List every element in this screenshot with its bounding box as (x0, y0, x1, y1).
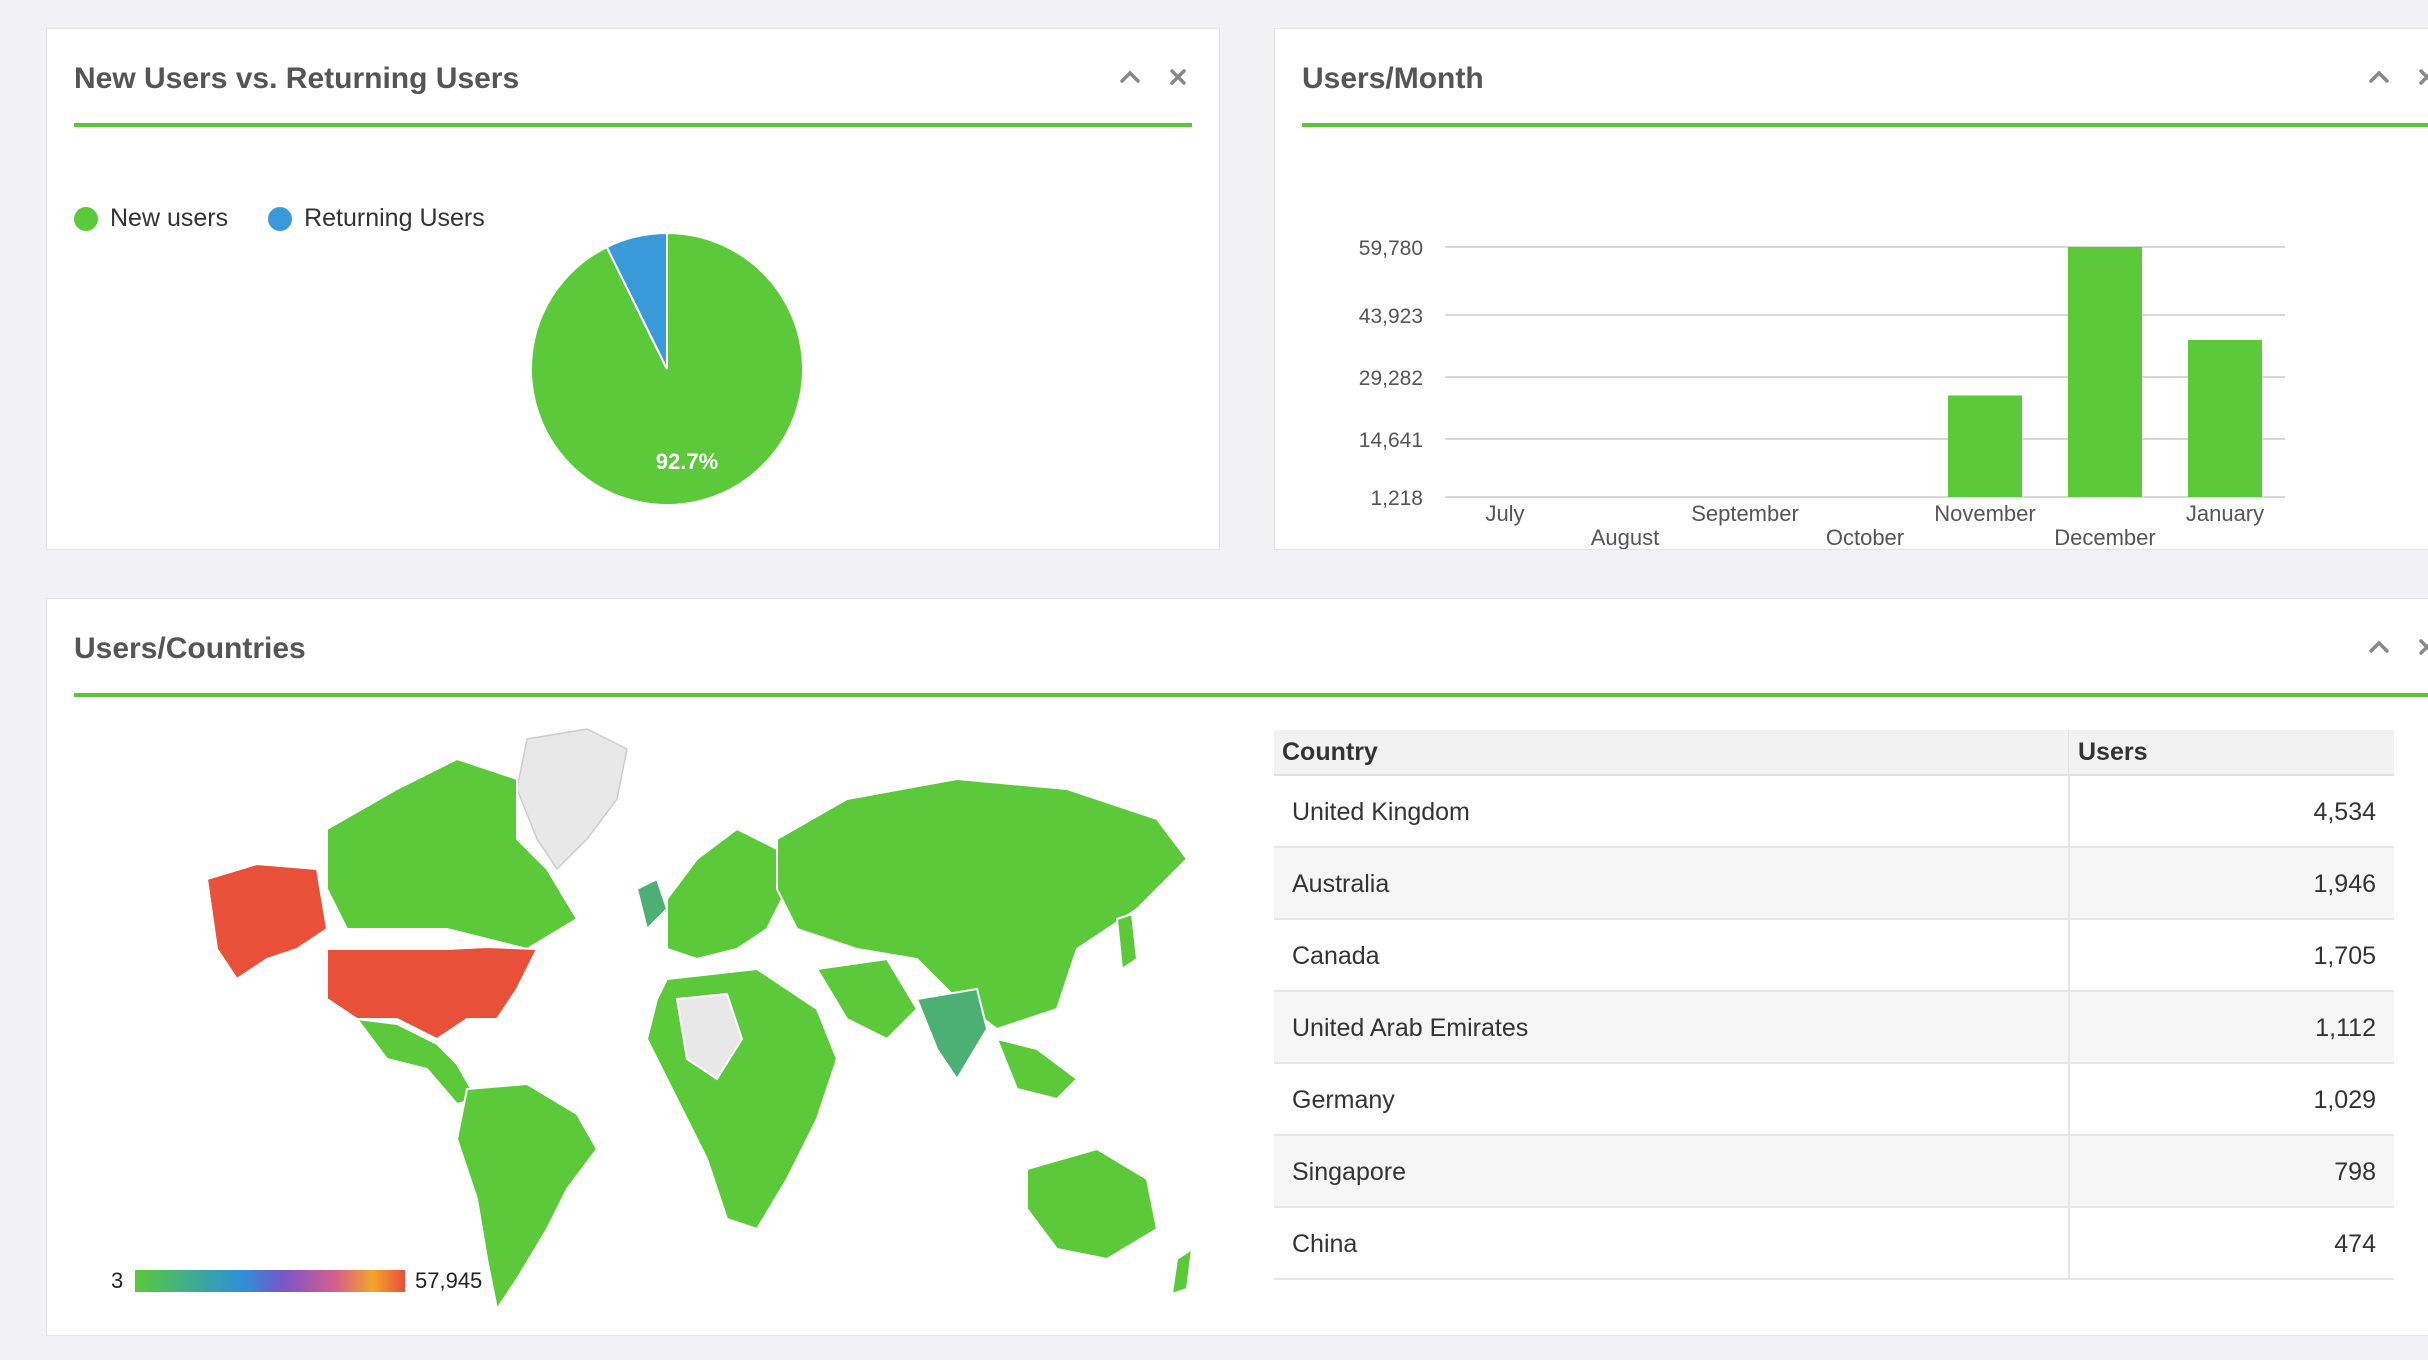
close-icon[interactable] (2413, 63, 2428, 91)
cell-country: Singapore (1292, 1158, 1406, 1186)
legend-label: Returning Users (304, 204, 485, 232)
cell-users: 1,112 (2315, 1014, 2376, 1042)
scale-min-label: 3 (111, 1268, 124, 1293)
y-tick-label: 1,218 (1370, 487, 1423, 510)
y-tick-label: 14,641 (1359, 429, 1423, 452)
pie-legend: New users Returning Users (74, 204, 485, 233)
map-region-usa (326, 945, 539, 1041)
cell-country: Canada (1292, 942, 1380, 970)
panel-title: New Users vs. Returning Users (74, 62, 520, 95)
map-region-africa (645, 967, 839, 1231)
map-color-scale: 3 57,945 (111, 1264, 511, 1304)
table-row[interactable]: Singapore 798 (1274, 1136, 2394, 1208)
cell-users: 4,534 (2313, 798, 2376, 826)
bar-chart: 1,218 14,641 29,282 43,923 59,780 July August S… (1359, 237, 2285, 549)
countries-table: Country Users United Kingdom 4,534 Austral… (1274, 730, 2394, 1310)
cell-users: 474 (2334, 1230, 2376, 1258)
users-month-panel: Users/Month 1,218 14,641 29,282 43,923 59,78… (1274, 28, 2428, 550)
close-icon[interactable] (2413, 633, 2428, 661)
legend-item-new-users[interactable]: New users (74, 204, 228, 233)
x-tick-label: September (1691, 501, 1799, 526)
map-region-africa-nodata (675, 992, 744, 1081)
table-row[interactable]: Canada 1,705 (1274, 920, 2394, 992)
table-row[interactable]: United Kingdom 4,534 (1274, 776, 2394, 848)
map-region-india (915, 987, 989, 1081)
cell-country: Germany (1292, 1086, 1395, 1114)
map-region-alaska (205, 862, 329, 981)
collapse-icon[interactable] (2365, 633, 2393, 661)
panel-header: Users/Month (1302, 29, 2428, 127)
panel-title: Users/Month (1302, 62, 1484, 95)
column-divider (2068, 920, 2070, 990)
y-tick-label: 59,780 (1359, 237, 1423, 260)
column-divider (2068, 848, 2070, 918)
x-tick-label: December (2054, 525, 2155, 549)
map-region-south-america (455, 1082, 599, 1312)
cell-users: 1,029 (2313, 1086, 2376, 1114)
pie-slice-returning-users[interactable] (605, 231, 668, 370)
table-row[interactable]: United Arab Emirates 1,112 (1274, 992, 2394, 1064)
collapse-icon[interactable] (1116, 63, 1144, 91)
header-users[interactable]: Users (2078, 738, 2148, 766)
map-region-uk (635, 877, 669, 931)
legend-dot (74, 206, 98, 231)
column-divider (2068, 992, 2070, 1062)
map-region-australia (1026, 1147, 1159, 1261)
collapse-icon[interactable] (2365, 63, 2393, 91)
bar-january[interactable] (2188, 339, 2262, 497)
cell-users: 1,946 (2313, 870, 2376, 898)
scale-gradient (135, 1270, 405, 1292)
map-region-japan (1115, 912, 1139, 971)
cell-users: 1,705 (2313, 942, 2376, 970)
column-divider (2068, 776, 2070, 846)
cell-country: Australia (1292, 870, 1390, 898)
x-tick-label: October (1826, 525, 1904, 549)
table-row[interactable]: China 474 (1274, 1208, 2394, 1280)
header-country[interactable]: Country (1282, 738, 1378, 766)
world-map[interactable] (197, 719, 1197, 1319)
x-tick-label: July (1485, 501, 1524, 526)
new-vs-returning-panel: New Users vs. Returning Users New users … (46, 28, 1220, 550)
y-tick-label: 29,282 (1359, 367, 1423, 390)
pie-slice-label: 92.7% (656, 449, 718, 474)
map-region-central-america (354, 1017, 479, 1106)
bar-december[interactable] (2068, 247, 2142, 497)
cell-country: United Kingdom (1292, 798, 1470, 826)
cell-country: China (1292, 1230, 1358, 1258)
x-tick-label: January (2186, 501, 2264, 526)
map-region-se-asia (995, 1037, 1079, 1101)
legend-dot (268, 206, 293, 231)
table-row[interactable]: Germany 1,029 (1274, 1064, 2394, 1136)
map-region-europe (666, 827, 789, 961)
column-divider (2068, 1136, 2070, 1206)
cell-users: 798 (2334, 1158, 2376, 1186)
column-divider (2068, 1064, 2070, 1134)
bar-november[interactable] (1948, 395, 2022, 497)
scale-max-label: 57,945 (415, 1268, 483, 1293)
panel-header: New Users vs. Returning Users (74, 29, 1192, 127)
map-region-asia (776, 777, 1189, 1031)
table-row[interactable]: Australia 1,946 (1274, 848, 2394, 920)
table-header: Country Users (1274, 730, 2394, 776)
panel-header: Users/Countries (74, 599, 2428, 697)
legend-item-returning-users[interactable]: Returning Users (268, 204, 485, 233)
column-divider (2068, 1208, 2070, 1278)
y-tick-label: 43,923 (1359, 305, 1423, 328)
map-region-canada (326, 757, 579, 951)
x-tick-label: November (1934, 501, 2035, 526)
map-region-middle-east (815, 957, 919, 1041)
pie-chart: 92.7% (530, 231, 804, 506)
panel-title: Users/Countries (74, 632, 306, 665)
close-icon[interactable] (1164, 63, 1192, 91)
map-region-greenland (516, 728, 628, 871)
column-divider (2068, 730, 2069, 774)
legend-label: New users (110, 204, 229, 232)
map-region-new-zealand (1170, 1246, 1194, 1296)
x-tick-label: August (1591, 525, 1660, 549)
cell-country: United Arab Emirates (1292, 1014, 1529, 1042)
